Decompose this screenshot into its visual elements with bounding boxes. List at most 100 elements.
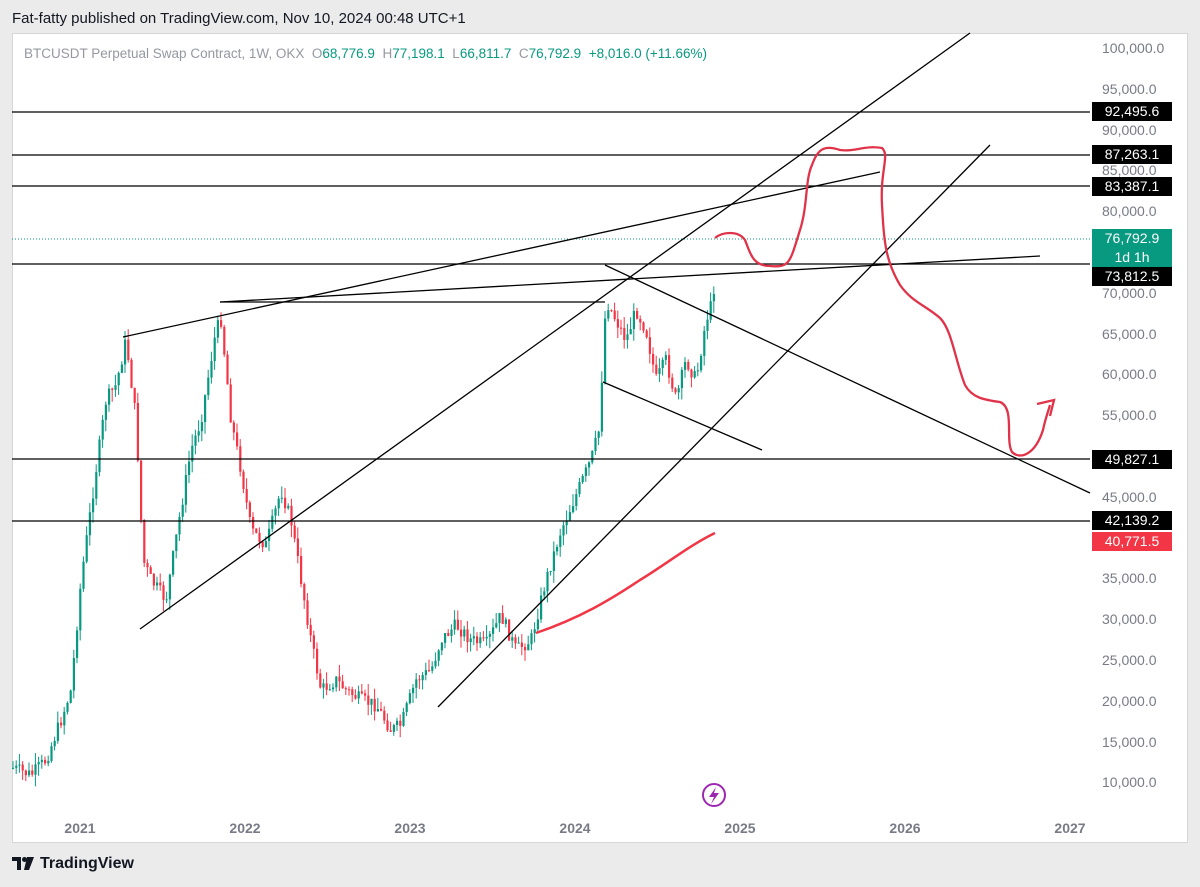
price-tick-label: 90,000.0 bbox=[1102, 121, 1157, 138]
candle-body bbox=[623, 327, 626, 340]
candle-body bbox=[293, 525, 296, 539]
candle-body bbox=[44, 759, 47, 764]
candle-body bbox=[674, 388, 677, 393]
candles-layer bbox=[12, 286, 715, 787]
price-tick-label: 85,000.0 bbox=[1102, 162, 1157, 179]
candle-body bbox=[405, 703, 408, 713]
candle-body bbox=[72, 657, 75, 691]
candle-body bbox=[152, 573, 155, 586]
candle-body bbox=[488, 633, 491, 637]
candle-body bbox=[168, 574, 171, 600]
candle-body bbox=[300, 556, 303, 585]
candle-body bbox=[700, 355, 703, 371]
candle-body bbox=[652, 353, 655, 365]
candle-body bbox=[466, 629, 469, 643]
symbol-legend: BTCUSDT Perpetual Swap Contract, 1W, OKX… bbox=[24, 46, 707, 61]
candle-body bbox=[501, 613, 504, 624]
candle-body bbox=[245, 489, 248, 503]
candle-body bbox=[12, 767, 15, 769]
candle-body bbox=[396, 720, 399, 726]
candle-body bbox=[284, 497, 287, 509]
flat-upper-line bbox=[219, 255, 1041, 303]
brand-text: TradingView bbox=[40, 855, 134, 872]
level-badge-83387: 83,387.1 bbox=[1092, 177, 1172, 196]
price-tick-label: 15,000.0 bbox=[1102, 733, 1157, 750]
candle-body bbox=[101, 419, 104, 440]
candle-body bbox=[693, 371, 696, 378]
candle-body bbox=[264, 540, 267, 548]
candle-body bbox=[344, 688, 347, 690]
candle-body bbox=[335, 676, 338, 688]
publisher-line: Fat-fatty published on TradingView.com, … bbox=[12, 10, 466, 27]
time-tick-label: 2025 bbox=[724, 820, 756, 836]
candle-body bbox=[146, 562, 149, 568]
horizontal-levels bbox=[12, 111, 1090, 522]
candle-body bbox=[24, 770, 27, 776]
candle-body bbox=[536, 619, 539, 630]
candle-body bbox=[504, 619, 507, 624]
candle-body bbox=[482, 637, 485, 639]
projection-arrowhead bbox=[1036, 398, 1056, 417]
candle-body bbox=[108, 388, 111, 405]
price-tick-label: 30,000.0 bbox=[1102, 611, 1157, 628]
candle-body bbox=[552, 551, 555, 571]
candle-body bbox=[338, 676, 341, 682]
last-price-badge: 76,792.9 1d 1h bbox=[1092, 229, 1172, 267]
candle-body bbox=[56, 722, 59, 741]
candle-body bbox=[370, 698, 373, 705]
candle-body bbox=[79, 588, 82, 631]
candle-body bbox=[207, 377, 210, 396]
price-tick-label: 70,000.0 bbox=[1102, 284, 1157, 301]
candle-body bbox=[232, 422, 235, 433]
candle-body bbox=[668, 355, 671, 378]
candle-body bbox=[696, 370, 699, 372]
candle-body bbox=[162, 585, 165, 600]
price-tick-label: 60,000.0 bbox=[1102, 366, 1157, 383]
candle-body bbox=[136, 402, 139, 461]
candle-body bbox=[380, 708, 383, 711]
candle-body bbox=[479, 637, 482, 644]
candle-body bbox=[373, 698, 376, 712]
candle-body bbox=[28, 770, 31, 776]
candle-body bbox=[204, 395, 207, 423]
candle-body bbox=[15, 765, 18, 768]
candle-body bbox=[92, 498, 95, 513]
candle-body bbox=[34, 764, 37, 775]
candle-body bbox=[575, 494, 578, 507]
candle-body bbox=[485, 636, 488, 639]
candle-body bbox=[124, 339, 127, 365]
symbol-name: BTCUSDT Perpetual Swap Contract, 1W, OKX bbox=[24, 46, 305, 61]
candle-body bbox=[98, 439, 101, 473]
descending-top-line bbox=[604, 264, 1091, 494]
candle-body bbox=[53, 740, 56, 747]
candle-body bbox=[562, 525, 565, 536]
candle-body bbox=[581, 475, 584, 483]
candle-body bbox=[568, 512, 571, 521]
candle-body bbox=[476, 636, 479, 644]
tradingview-brand[interactable]: TradingView bbox=[12, 855, 134, 873]
candle-body bbox=[540, 595, 543, 620]
candle-body bbox=[50, 746, 53, 761]
candle-body bbox=[181, 504, 184, 517]
candle-body bbox=[383, 710, 386, 721]
low-label: L bbox=[452, 46, 460, 61]
candle-body bbox=[690, 369, 693, 378]
candle-body bbox=[18, 764, 21, 766]
candle-body bbox=[546, 571, 549, 592]
candle-body bbox=[37, 762, 40, 765]
time-tick-label: 2023 bbox=[394, 820, 426, 836]
chart-pane[interactable] bbox=[12, 33, 1188, 843]
candle-body bbox=[610, 310, 613, 312]
moving-average-line bbox=[535, 531, 716, 635]
candle-body bbox=[556, 546, 559, 552]
candle-body bbox=[178, 516, 181, 535]
resistance-line bbox=[122, 171, 881, 338]
candle-body bbox=[274, 508, 277, 516]
candle-body bbox=[348, 689, 351, 691]
candle-body bbox=[418, 679, 421, 681]
close-value: 76,792.9 bbox=[528, 46, 582, 61]
descending-bottom-line bbox=[602, 381, 763, 451]
lightning-bolt-icon bbox=[702, 783, 726, 807]
candle-body bbox=[31, 770, 34, 775]
